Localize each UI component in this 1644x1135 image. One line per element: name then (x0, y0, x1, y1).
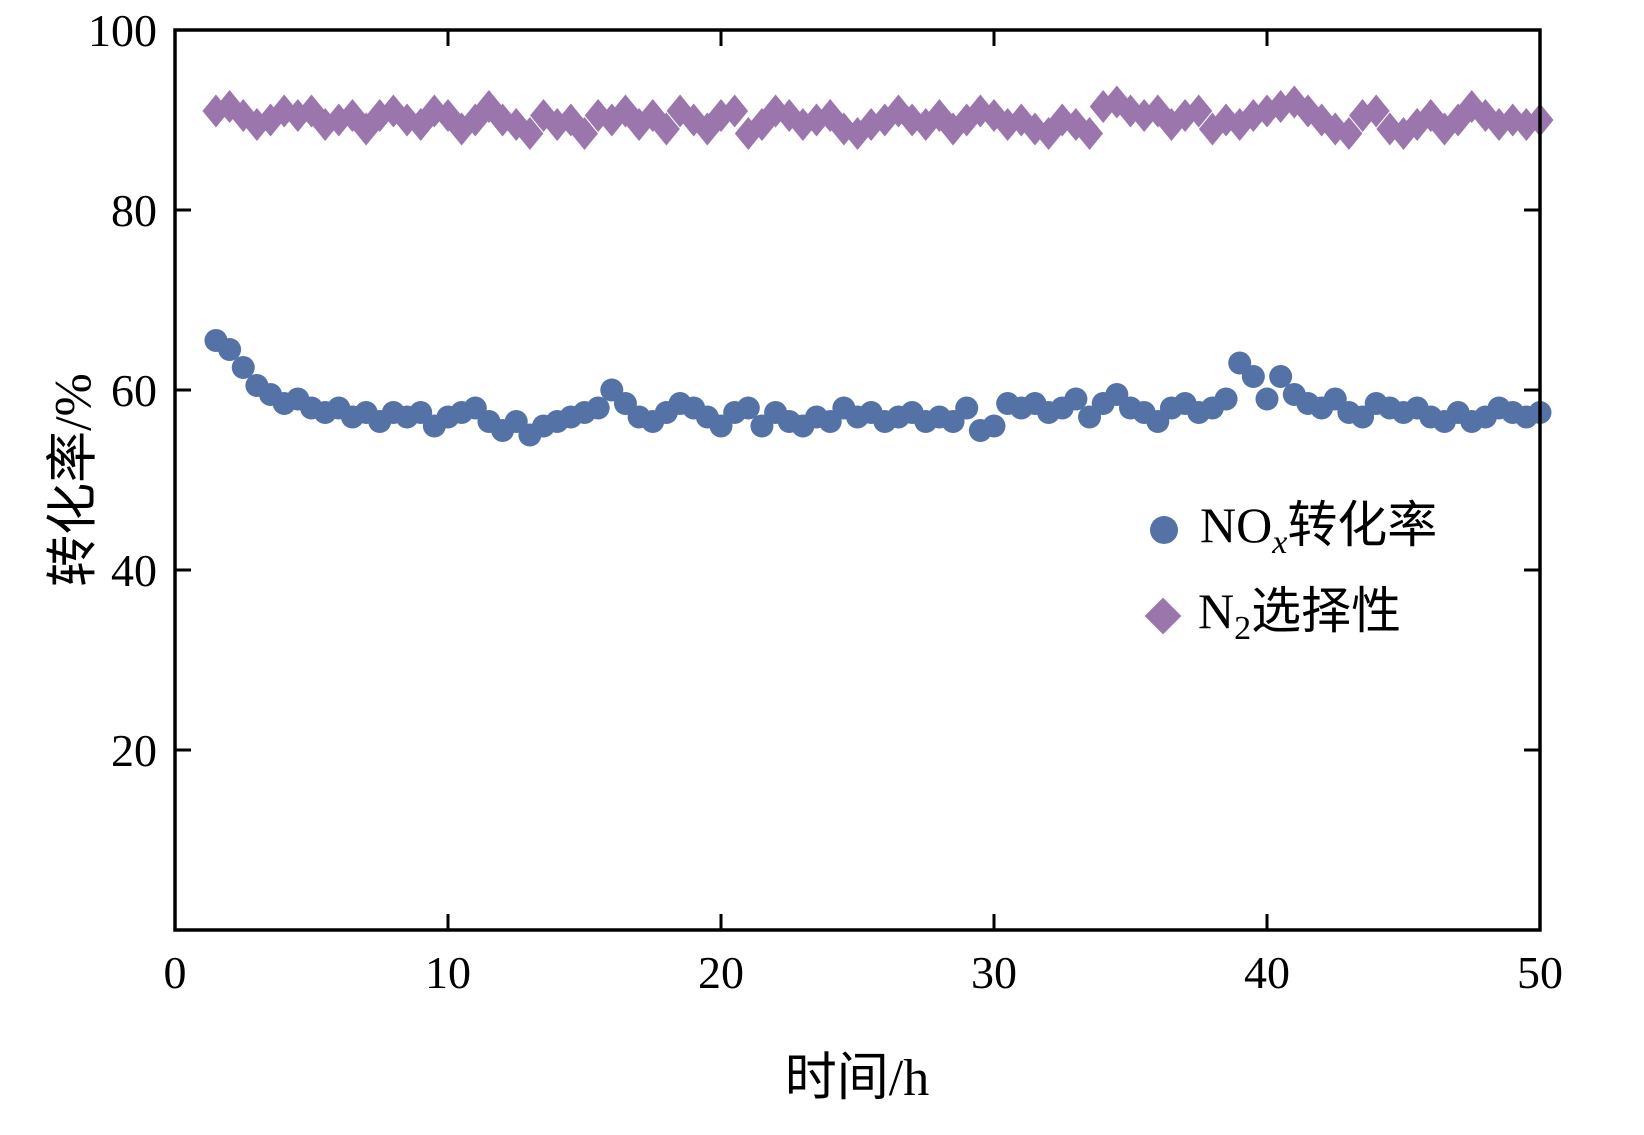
y-tick-label: 40 (111, 545, 157, 596)
data-point-diamond (571, 117, 598, 150)
x-tick-label: 50 (1517, 947, 1563, 998)
data-point-circle (218, 338, 242, 361)
circle-marker-icon (1150, 516, 1178, 544)
data-point-diamond (1007, 103, 1035, 137)
data-point-circle (955, 396, 979, 420)
data-point-diamond (1076, 117, 1104, 150)
x-tick-label: 40 (1244, 947, 1290, 998)
data-point-circle (1064, 387, 1088, 411)
data-point-diamond (652, 112, 680, 146)
data-point-circle (736, 396, 760, 420)
data-point-diamond (516, 117, 544, 150)
data-point-circle (1241, 365, 1265, 388)
data-point-circle (982, 414, 1006, 438)
legend-item-nox-conversion: NOx转化率 (1150, 500, 1437, 560)
plot-border (173, 28, 1542, 932)
x-axis-title: 时间/h (784, 1050, 930, 1107)
y-tick-label: 100 (88, 5, 157, 56)
x-tick-label: 0 (164, 947, 187, 998)
legend-item-n2-selectivity: N2选择性 (1144, 583, 1437, 647)
y-tick-label: 80 (111, 185, 157, 236)
x-tick-label: 10 (425, 947, 471, 998)
data-point-diamond (1185, 94, 1213, 128)
y-tick-label: 20 (111, 725, 157, 776)
legend-label-nox-conversion: NOx转化率 (1200, 497, 1438, 561)
data-point-diamond (1362, 94, 1390, 128)
data-point-circle (1269, 365, 1293, 388)
y-tick-label: 60 (111, 365, 157, 416)
x-tick-label: 30 (971, 947, 1017, 998)
x-tick-label: 20 (698, 947, 744, 998)
data-point-diamond (721, 94, 749, 128)
data-point-circle (231, 356, 255, 379)
data-point-circle (586, 396, 610, 420)
chart-legend: NOx转化率 N2选择性 (1144, 500, 1437, 647)
diamond-marker-icon (1144, 597, 1182, 635)
data-point-circle (1214, 387, 1238, 411)
data-point-diamond (1335, 117, 1363, 150)
data-point-circle (1255, 387, 1279, 411)
y-axis-title: 转化率/% (45, 373, 103, 587)
legend-label-n2-selectivity: N2选择性 (1198, 583, 1402, 647)
